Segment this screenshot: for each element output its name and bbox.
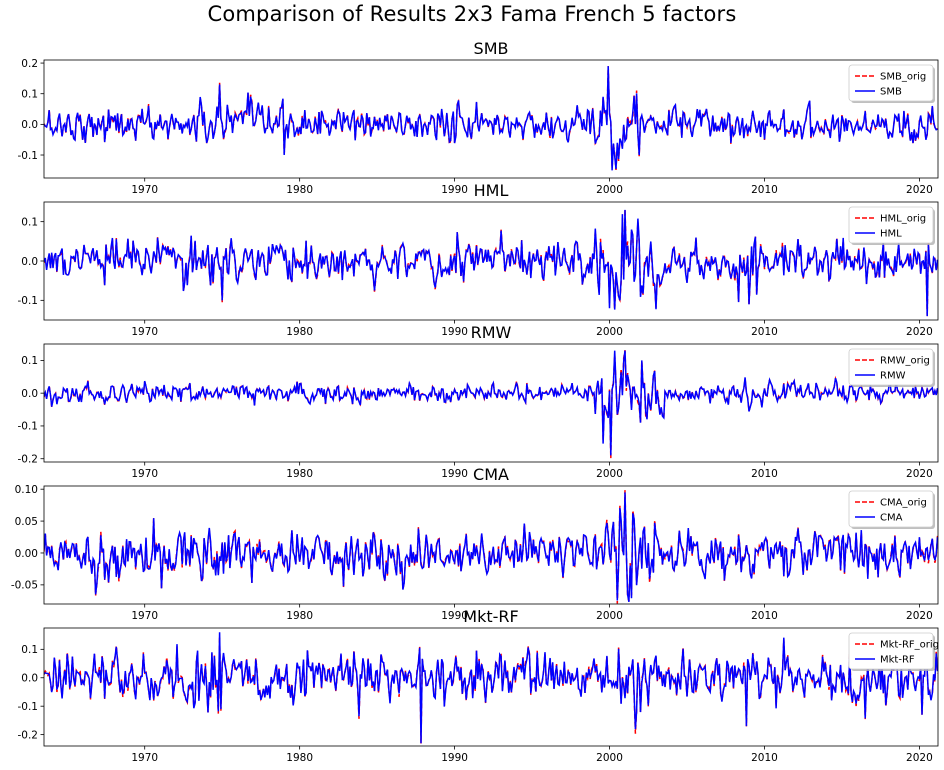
series-lines: [44, 208, 938, 317]
y-tick-label: 0.0: [21, 673, 38, 685]
series-hml-line: [44, 209, 938, 317]
x-tick-label: 2010: [751, 752, 778, 764]
legend-label-hml_orig: HML_orig: [880, 214, 926, 225]
legend-label-smb: SMB: [880, 87, 902, 98]
series-cma-line: [44, 492, 938, 603]
legend-label-cma: CMA: [880, 513, 903, 524]
panel-title: Mkt-RF: [463, 607, 518, 626]
series-lines: [44, 350, 938, 459]
x-tick-label: 2020: [906, 752, 933, 764]
legend-label-mkt-rf: Mkt-RF: [880, 655, 915, 666]
x-tick-label: 2000: [596, 326, 623, 338]
x-tick-label: 2020: [906, 184, 933, 196]
y-tick-label: -0.2: [18, 729, 39, 741]
y-tick-label: 0.00: [15, 548, 38, 560]
x-tick-label: 1980: [286, 326, 313, 338]
legend-box: [848, 632, 934, 670]
x-tick-label: 2000: [596, 184, 623, 196]
y-tick-label: -0.2: [18, 454, 39, 466]
panel-title: RMW: [471, 323, 512, 342]
legend-label-smb_orig: SMB_orig: [880, 72, 926, 83]
x-tick-label: 1980: [286, 468, 313, 480]
panel-title: CMA: [473, 465, 509, 484]
x-tick-label: 1970: [131, 468, 158, 480]
series-rmw_orig-line: [44, 350, 938, 459]
x-tick-label: 1990: [441, 468, 468, 480]
figure-title: Comparison of Results 2x3 Fama French 5 …: [207, 2, 737, 26]
x-tick-label: 2020: [906, 610, 933, 622]
axes-frame: [43, 59, 939, 179]
axes-frame: [43, 627, 939, 747]
legend: RMW_orig RMW: [848, 348, 935, 387]
x-tick-label: 2020: [906, 468, 933, 480]
series-rmw-line: [44, 350, 938, 456]
series-mkt-rf-line: [44, 632, 938, 744]
x-tick-label: 1980: [286, 184, 313, 196]
y-tick-label: 0.0: [21, 119, 38, 131]
y-tick-label: 0.1: [21, 216, 38, 228]
y-tick-label: 0.1: [21, 644, 38, 656]
legend-label-cma_orig: CMA_orig: [880, 498, 927, 509]
x-tick-label: 1990: [441, 752, 468, 764]
x-tick-label: 2000: [596, 610, 623, 622]
y-tick-label: 0.0: [21, 256, 38, 268]
x-tick-label: 2010: [751, 184, 778, 196]
legend: Mkt-RF_orig Mkt-RF: [848, 632, 939, 671]
y-tick-label: -0.1: [18, 295, 39, 307]
x-tick-label: 2000: [596, 752, 623, 764]
legend-label-hml: HML: [880, 229, 902, 240]
x-tick-label: 1990: [441, 326, 468, 338]
legend: CMA_orig CMA: [848, 490, 935, 529]
y-tick-label: -0.1: [18, 150, 39, 162]
x-tick-label: 1990: [441, 184, 468, 196]
series-lines: [44, 66, 938, 171]
panel-mkt-rf: Mkt-RF -0.2 -0.1 0.0 0.1 1970 1980 1990 2000 2010…: [18, 607, 940, 764]
panel-smb: SMB -0.1 0.0 0.1 0.2 1970 1980 1990 2000 2010 2020…: [18, 39, 939, 196]
x-tick-label: 2010: [751, 326, 778, 338]
series-lines: [44, 632, 938, 744]
legend: HML_orig HML: [848, 206, 935, 245]
x-tick-label: 2000: [596, 468, 623, 480]
y-tick-label: 0.10: [15, 484, 38, 496]
series-lines: [44, 490, 938, 604]
legend: SMB_orig SMB: [848, 64, 935, 103]
x-tick-label: 1980: [286, 752, 313, 764]
y-tick-label: -0.1: [18, 421, 39, 433]
x-tick-label: 1970: [131, 326, 158, 338]
x-tick-label: 1980: [286, 610, 313, 622]
y-tick-label: 0.1: [21, 89, 38, 101]
x-tick-label: 1990: [441, 610, 468, 622]
x-tick-label: 2010: [751, 468, 778, 480]
x-tick-label: 1970: [131, 752, 158, 764]
y-tick-label: 0.05: [15, 516, 38, 528]
legend-label-rmw: RMW: [880, 371, 906, 382]
legend-box: [848, 348, 934, 386]
legend-label-rmw_orig: RMW_orig: [880, 356, 930, 367]
y-tick-label: -0.1: [18, 701, 39, 713]
legend-box: [848, 64, 934, 102]
legend-label-mkt-rf_orig: Mkt-RF_orig: [880, 640, 939, 651]
series-smb-line: [44, 66, 938, 171]
y-tick-label: 0.0: [21, 388, 38, 400]
y-tick-label: -0.05: [11, 580, 38, 592]
y-tick-label: 0.2: [21, 58, 38, 70]
panel-cma: CMA -0.05 0.00 0.05 0.10 1970 1980 1990 2000 2010…: [11, 465, 939, 622]
x-tick-label: 2010: [751, 610, 778, 622]
x-tick-label: 1970: [131, 184, 158, 196]
x-tick-label: 1970: [131, 610, 158, 622]
y-tick-label: 0.1: [21, 355, 38, 367]
panel-title: HML: [474, 181, 509, 200]
x-tick-label: 2020: [906, 326, 933, 338]
axes-frame: [43, 343, 939, 463]
panel-hml: HML -0.1 0.0 0.1 1970 1980 1990 2000 2010 2020 HML…: [18, 181, 939, 338]
panel-rmw: RMW -0.2 -0.1 0.0 0.1 1970 1980 1990 2000 2010 202…: [18, 323, 939, 480]
axes-frame: [43, 485, 939, 605]
legend-box: [848, 206, 934, 244]
panel-title: SMB: [474, 39, 509, 58]
legend-box: [848, 490, 934, 528]
series-smb_orig-line: [44, 66, 938, 171]
